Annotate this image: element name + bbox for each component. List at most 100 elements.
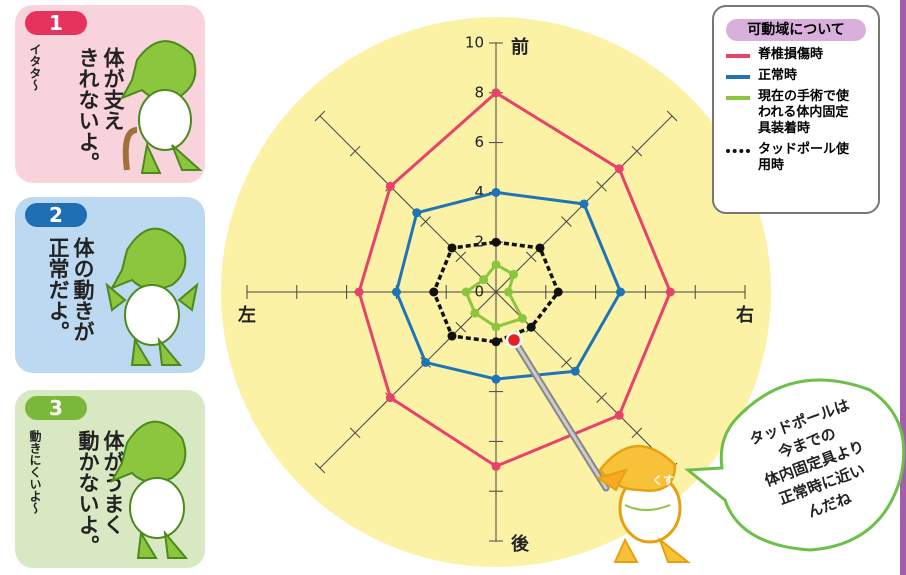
legend-swatch bbox=[726, 54, 750, 58]
tick-mark bbox=[314, 110, 326, 122]
data-point bbox=[491, 260, 501, 270]
tick-mark bbox=[561, 357, 572, 368]
panel-number: 2 bbox=[25, 203, 87, 227]
tick-mark bbox=[420, 216, 431, 227]
tick-mark bbox=[631, 145, 643, 157]
data-point bbox=[491, 237, 501, 247]
panel-1: 1 体が支え きれないよ。 イタタ〜 bbox=[15, 5, 205, 183]
panel-line: 体がうまく bbox=[101, 430, 125, 535]
axis-spoke bbox=[319, 115, 497, 293]
tick-label: 10 bbox=[465, 34, 484, 52]
data-point bbox=[491, 88, 501, 98]
legend-label: タッドポール使用時 bbox=[758, 142, 850, 173]
data-point bbox=[491, 322, 501, 332]
tick-mark bbox=[596, 392, 607, 403]
tick-mark bbox=[525, 251, 537, 263]
panel-number: 3 bbox=[25, 396, 87, 420]
pointer-dot bbox=[505, 331, 523, 349]
speech-bubble bbox=[684, 378, 906, 552]
data-point bbox=[614, 164, 624, 174]
panel-note: イタタ〜 bbox=[28, 43, 42, 91]
legend-swatch bbox=[726, 149, 750, 153]
data-point bbox=[491, 374, 501, 384]
data-point bbox=[447, 331, 457, 341]
data-point bbox=[570, 366, 580, 376]
tick-label: 4 bbox=[474, 183, 484, 201]
direction-label: 左 bbox=[238, 304, 256, 326]
tick-mark bbox=[314, 462, 326, 474]
tick-mark bbox=[631, 427, 643, 439]
legend-item: タッドポール使用時 bbox=[726, 142, 868, 174]
green-character bbox=[119, 40, 203, 174]
panel-3: 3 体がうまく 動かないよ。 動きにくいよ〜 bbox=[15, 390, 205, 568]
panel-note: 動きにくいよ〜 bbox=[28, 430, 42, 514]
tick-mark bbox=[561, 216, 572, 227]
edge-bar bbox=[900, 0, 906, 575]
legend-swatch bbox=[726, 75, 750, 79]
data-point bbox=[421, 357, 431, 367]
data-point bbox=[535, 243, 545, 253]
legend-label: 脊椎損傷時 bbox=[758, 47, 824, 62]
tick-mark bbox=[349, 145, 361, 157]
data-point bbox=[665, 287, 675, 297]
data-point bbox=[614, 410, 624, 420]
tick-mark bbox=[596, 181, 607, 192]
data-point bbox=[579, 199, 589, 209]
data-point bbox=[616, 287, 625, 297]
panel-number: 1 bbox=[25, 11, 87, 35]
data-point bbox=[503, 287, 513, 297]
character-sound: くす bbox=[652, 474, 674, 487]
data-point bbox=[429, 287, 439, 297]
yellow-character: くす bbox=[595, 444, 691, 563]
pointer-stick-highlight bbox=[512, 338, 608, 490]
direction-label: 前 bbox=[511, 36, 529, 58]
panel-line: 動かないよ。 bbox=[76, 430, 100, 556]
legend-item: 現在の手術で使われる体内固定具装着時 bbox=[726, 89, 868, 137]
data-point bbox=[491, 461, 501, 471]
tick-mark bbox=[455, 251, 467, 263]
data-point bbox=[553, 287, 563, 297]
tick-label: 8 bbox=[474, 83, 484, 101]
data-point bbox=[385, 393, 395, 403]
panel-text: 体の動きが 正常だよ。 bbox=[45, 237, 95, 342]
data-point bbox=[354, 287, 364, 297]
axis-spoke bbox=[319, 291, 497, 469]
panel-text: 体が支え きれないよ。 bbox=[75, 47, 125, 173]
direction-label: 右 bbox=[736, 304, 754, 326]
legend-title: 可動域について bbox=[726, 19, 866, 41]
series-line bbox=[432, 240, 561, 344]
tick-mark bbox=[455, 321, 467, 333]
panel-line: きれないよ。 bbox=[76, 47, 100, 173]
data-point bbox=[517, 313, 527, 323]
tick-label: 6 bbox=[474, 133, 484, 151]
data-point bbox=[412, 208, 422, 218]
data-point bbox=[509, 269, 519, 279]
data-point bbox=[391, 287, 401, 297]
panel-line: 正常だよ。 bbox=[46, 237, 70, 342]
data-point bbox=[470, 308, 480, 318]
legend-swatch bbox=[726, 96, 750, 100]
data-point bbox=[491, 187, 501, 197]
legend-item: 脊椎損傷時 bbox=[726, 47, 868, 63]
tick-label: 0 bbox=[474, 283, 484, 301]
data-point bbox=[526, 322, 536, 332]
legend-label: 正常時 bbox=[758, 68, 798, 83]
tick-label: 2 bbox=[474, 233, 484, 251]
data-point bbox=[447, 243, 457, 253]
panel-2: 2 体の動きが 正常だよ。 bbox=[15, 197, 205, 373]
panel-line: 体の動きが bbox=[71, 237, 95, 342]
green-character bbox=[105, 227, 199, 366]
panel-text: 体がうまく 動かないよ。 bbox=[75, 430, 125, 556]
tick-mark bbox=[666, 110, 678, 122]
data-point bbox=[479, 275, 489, 285]
data-point bbox=[385, 181, 395, 191]
tick-mark bbox=[349, 427, 361, 439]
legend-item: 正常時 bbox=[726, 68, 868, 84]
green-character bbox=[109, 420, 189, 559]
panel-line: 体が支え bbox=[101, 47, 125, 131]
data-point bbox=[491, 337, 501, 347]
direction-label: 後 bbox=[511, 533, 530, 555]
data-point bbox=[461, 287, 471, 297]
